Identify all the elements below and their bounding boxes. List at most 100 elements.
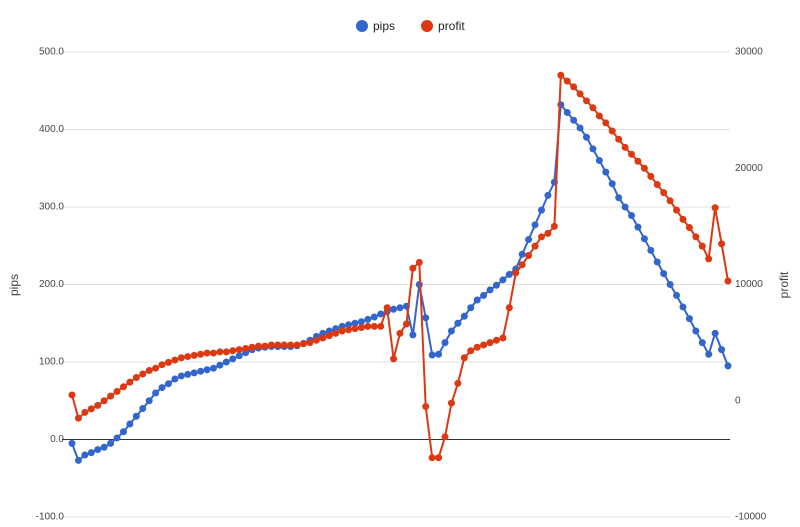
data-point [435,350,443,358]
data-point [724,362,732,370]
data-point [94,446,102,454]
data-point [357,324,365,332]
data-point [274,341,282,349]
data-point [87,405,95,413]
data-point [132,412,140,420]
data-point [68,439,76,447]
y2-tick-label: 20000 [735,163,763,174]
y-tick-label: -100.0 [36,512,65,523]
data-point [473,296,481,304]
data-point [422,403,430,411]
data-point [460,354,468,362]
data-point [435,454,443,462]
data-point [364,315,372,323]
data-point [602,119,610,127]
data-point [634,223,642,231]
data-point [492,336,500,344]
data-point [499,334,507,342]
data-point [261,342,269,350]
data-point [345,321,353,329]
data-point [132,374,140,381]
y-tick-label: 0.0 [50,434,64,445]
data-point [152,364,160,372]
data-point [87,449,95,457]
data-point [126,378,134,386]
data-point [628,150,636,158]
data-point [319,334,327,342]
data-point [531,221,539,229]
data-point [685,224,693,232]
data-point [525,251,533,259]
data-point [396,329,404,337]
data-point [390,355,398,363]
data-point [177,354,185,362]
data-point [222,348,230,356]
data-point [351,319,359,327]
data-point [139,370,147,378]
series-line [71,102,729,463]
data-point [300,340,308,348]
data-point [467,347,475,355]
data-point [74,456,82,464]
data-point [383,304,391,312]
legend-label[interactable]: profit [438,19,465,33]
data-point [158,361,166,369]
data-point [164,358,172,366]
data-point [673,291,681,299]
data-point [364,322,372,330]
data-point [409,331,417,339]
data-point [492,281,500,289]
data-point [666,281,674,288]
data-point [107,439,115,447]
data-point [197,367,205,375]
data-point [107,392,115,400]
data-point [660,270,668,278]
data-point [370,322,378,330]
data-point [692,233,700,241]
series-line [71,73,729,459]
data-point [621,203,629,211]
legend: pips profit [356,19,465,33]
data-point [203,349,211,357]
data-point [576,90,584,98]
data-point [685,315,693,323]
data-point [126,420,134,428]
data-point [583,133,591,141]
data-point [576,124,584,132]
data-point [711,329,719,337]
legend-label[interactable]: pips [373,19,395,33]
data-point [216,348,224,356]
data-point [512,269,520,277]
data-point [377,322,385,330]
data-point [653,258,661,266]
data-point [583,97,591,105]
data-point [119,383,127,391]
data-point [454,379,462,387]
data-point [447,399,455,407]
data-point [621,143,629,151]
data-point [557,101,565,109]
data-point [640,164,648,172]
data-point [563,77,571,85]
data-point [499,276,507,284]
data-point [473,343,481,351]
data-point [486,286,494,294]
data-point [711,204,719,212]
data-point [525,236,533,244]
data-point [595,157,603,164]
data-point [209,364,217,372]
data-point [647,246,655,254]
data-point [698,242,706,250]
data-point [679,215,687,223]
data-point [608,127,616,135]
data-point [113,434,121,442]
data-point [441,433,449,441]
data-point [81,408,89,416]
data-point [287,341,295,349]
data-point [357,318,365,326]
data-point [100,443,108,451]
data-point [518,261,526,269]
y-axis-title: pips [7,274,21,296]
data-point [480,291,488,299]
data-point [332,329,340,337]
